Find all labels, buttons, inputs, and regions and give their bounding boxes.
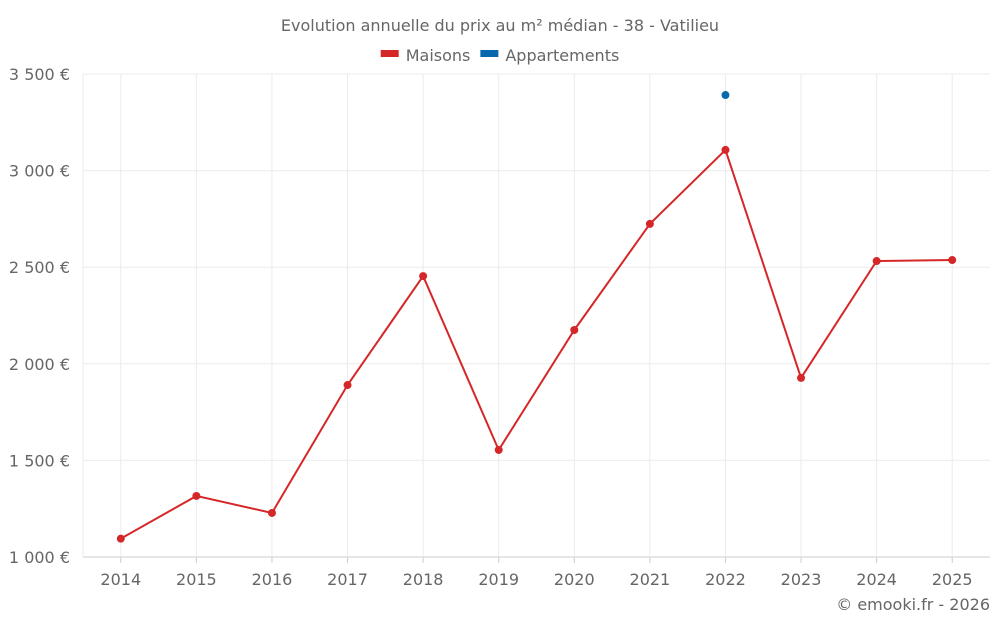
y-tick-label: 1 000 € — [9, 548, 70, 567]
data-point-maisons — [645, 219, 654, 228]
y-tick-label: 1 500 € — [9, 451, 70, 470]
x-tick-label: 2017 — [327, 570, 368, 589]
y-tick-label: 2 000 € — [9, 355, 70, 374]
legend-label: Maisons — [406, 46, 471, 65]
data-point-maisons — [419, 272, 428, 281]
data-point-maisons — [343, 381, 352, 390]
x-tick-label: 2023 — [781, 570, 822, 589]
y-axis: 1 000 € 1 500 € 2 000 € 2 500 € 3 000 € 3 500… — [9, 65, 70, 567]
x-tick-label: 2022 — [705, 570, 746, 589]
x-tick-label: 2016 — [252, 570, 293, 589]
series-line-maisons — [120, 148, 953, 540]
grid — [82, 73, 990, 558]
chart-title: Evolution annuelle du prix au m² médian … — [281, 16, 719, 35]
x-tick-label: 2015 — [176, 570, 217, 589]
legend-swatch — [380, 50, 399, 57]
legend-label: Appartements — [505, 46, 619, 65]
data-point-maisons — [267, 508, 276, 517]
x-tick-label: 2024 — [856, 570, 897, 589]
data-point-maisons — [872, 257, 881, 266]
credit-text: © emooki.fr - 2026 — [836, 595, 990, 614]
data-point-maisons — [948, 256, 957, 265]
legend: Maisons Appartements — [380, 46, 619, 65]
x-tick-label: 2018 — [403, 570, 444, 589]
series — [116, 91, 957, 543]
x-tick-label: 2014 — [100, 570, 141, 589]
x-tick-label: 2025 — [932, 570, 973, 589]
legend-item-appartements: Appartements — [480, 46, 619, 65]
x-tick-label: 2021 — [630, 570, 671, 589]
legend-item-maisons: Maisons — [380, 46, 471, 65]
data-point-maisons — [570, 325, 579, 334]
data-point-maisons — [721, 145, 730, 154]
data-point-maisons — [192, 491, 201, 500]
y-tick-label: 3 000 € — [9, 162, 70, 181]
data-point-maisons — [116, 534, 125, 543]
y-tick-label: 2 500 € — [9, 258, 70, 277]
data-point-maisons — [494, 445, 503, 454]
x-axis: 2014 2015 2016 2017 2018 2019 2020 2021 2022 2023… — [100, 557, 973, 589]
x-tick-label: 2019 — [478, 570, 519, 589]
y-tick-label: 3 500 € — [9, 65, 70, 84]
legend-swatch — [480, 50, 499, 57]
data-point-maisons — [797, 373, 806, 382]
x-tick-label: 2020 — [554, 570, 595, 589]
data-point-appartements — [721, 91, 730, 100]
